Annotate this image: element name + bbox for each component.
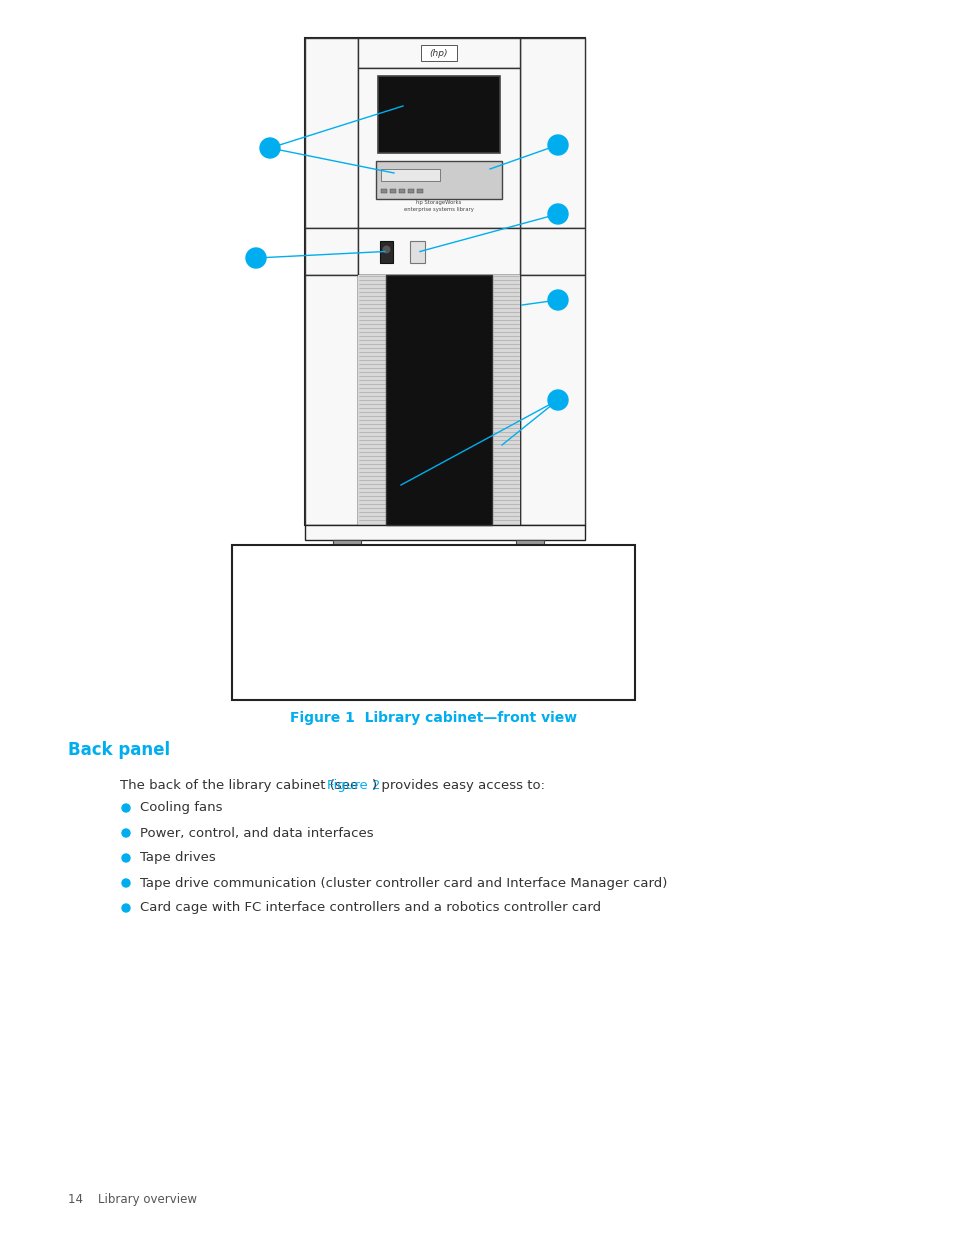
Bar — [416, 189, 422, 193]
Bar — [357, 275, 519, 525]
Bar — [305, 525, 584, 540]
Bar — [380, 189, 387, 193]
Text: Figure 1  Library cabinet—front view: Figure 1 Library cabinet—front view — [290, 711, 577, 725]
Bar — [357, 275, 386, 525]
Bar — [305, 228, 357, 275]
Circle shape — [381, 245, 391, 254]
Text: Back panel: Back panel — [68, 741, 170, 760]
Text: 2: 2 — [252, 577, 260, 590]
Text: Power button (lift button guard to access): Power button (lift button guard to acces… — [299, 629, 578, 642]
Circle shape — [547, 204, 567, 224]
Text: Right load port: Right load port — [299, 655, 399, 668]
Circle shape — [547, 390, 567, 410]
Text: Power, control, and data interfaces: Power, control, and data interfaces — [140, 826, 374, 840]
Bar — [410, 241, 424, 263]
Bar — [357, 68, 519, 228]
Circle shape — [341, 546, 352, 556]
Circle shape — [260, 138, 280, 158]
Bar — [305, 275, 357, 525]
Text: The back of the library cabinet (see: The back of the library cabinet (see — [120, 778, 362, 792]
Bar — [232, 545, 635, 700]
Text: 6: 6 — [252, 680, 260, 694]
Text: Figure 2: Figure 2 — [327, 778, 380, 792]
Circle shape — [122, 829, 130, 837]
Text: 4: 4 — [252, 629, 260, 642]
Text: Card cage with FC interface controllers and a robotics controller card: Card cage with FC interface controllers … — [140, 902, 600, 914]
Text: 3: 3 — [252, 603, 260, 616]
Bar — [386, 275, 492, 525]
Text: hp StorageWorks
enterprise systems library: hp StorageWorks enterprise systems libra… — [404, 200, 474, 211]
Circle shape — [524, 546, 535, 556]
Circle shape — [122, 804, 130, 811]
Text: Ventilation and air filters: Ventilation and air filters — [299, 680, 464, 694]
Bar — [519, 38, 584, 228]
Text: ) provides easy access to:: ) provides easy access to: — [372, 778, 544, 792]
Text: Left load port: Left load port — [299, 577, 389, 590]
Bar — [379, 241, 393, 263]
Bar — [375, 161, 501, 199]
Text: Cooling fans: Cooling fans — [140, 802, 222, 815]
Bar — [408, 189, 414, 193]
Text: 5: 5 — [252, 655, 260, 668]
Text: Tape drives: Tape drives — [140, 851, 215, 864]
Bar — [357, 38, 519, 68]
Circle shape — [246, 248, 266, 268]
Bar — [519, 228, 584, 275]
Bar — [516, 540, 543, 562]
Bar — [333, 540, 360, 562]
Bar — [390, 189, 395, 193]
Circle shape — [122, 853, 130, 862]
Bar — [305, 38, 584, 525]
Circle shape — [547, 290, 567, 310]
Text: 1: 1 — [252, 551, 260, 564]
Text: 14    Library overview: 14 Library overview — [68, 1193, 196, 1207]
Bar — [519, 275, 584, 525]
Text: OCP: OCP — [299, 603, 328, 616]
Text: Tape drive communication (cluster controller card and Interface Manager card): Tape drive communication (cluster contro… — [140, 877, 667, 889]
Bar — [420, 44, 456, 61]
Circle shape — [122, 879, 130, 887]
Bar — [377, 77, 499, 153]
Bar — [398, 189, 405, 193]
Text: Viewing windows: Viewing windows — [299, 551, 414, 564]
Circle shape — [122, 904, 130, 911]
Circle shape — [547, 135, 567, 156]
Bar — [357, 228, 519, 275]
Bar — [492, 275, 519, 525]
Bar — [305, 38, 357, 228]
Text: (hp): (hp) — [429, 48, 448, 58]
Bar — [380, 169, 439, 182]
